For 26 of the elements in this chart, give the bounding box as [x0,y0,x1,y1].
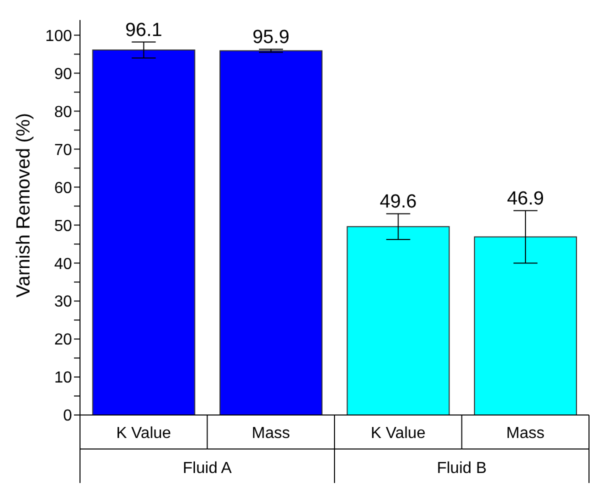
y-tick-label: 10 [54,370,72,387]
y-tick-label: 80 [54,104,72,121]
y-tick-label: 60 [54,180,72,197]
y-tick-label: 20 [54,332,72,349]
text: Fluid B [436,460,487,477]
data-label: 46.9 [506,188,544,210]
bar [219,50,322,415]
bar [474,236,577,415]
text: Fluid A [182,460,232,477]
y-tick-label: 100 [45,28,72,45]
y-tick-label: 50 [54,218,72,235]
bar [92,50,196,415]
y-axis-title: Varnish Removed (%) [14,113,35,298]
data-label: 95.9 [252,27,290,48]
y-tick-label: 40 [54,256,72,273]
y-tick-label: 70 [54,142,72,159]
x-tick-label: Mass [252,425,290,442]
x-tick-label: K Value [116,425,172,442]
y-tick-label: 90 [54,66,72,83]
y-tick-label: 30 [54,294,72,311]
data-label: 96.1 [125,20,162,42]
bar [346,226,450,415]
x-tick-label: K Value [370,425,426,442]
x-tick-label: Mass [506,425,544,442]
y-tick-label: 0 [63,408,72,425]
data-label: 49.6 [380,192,417,213]
